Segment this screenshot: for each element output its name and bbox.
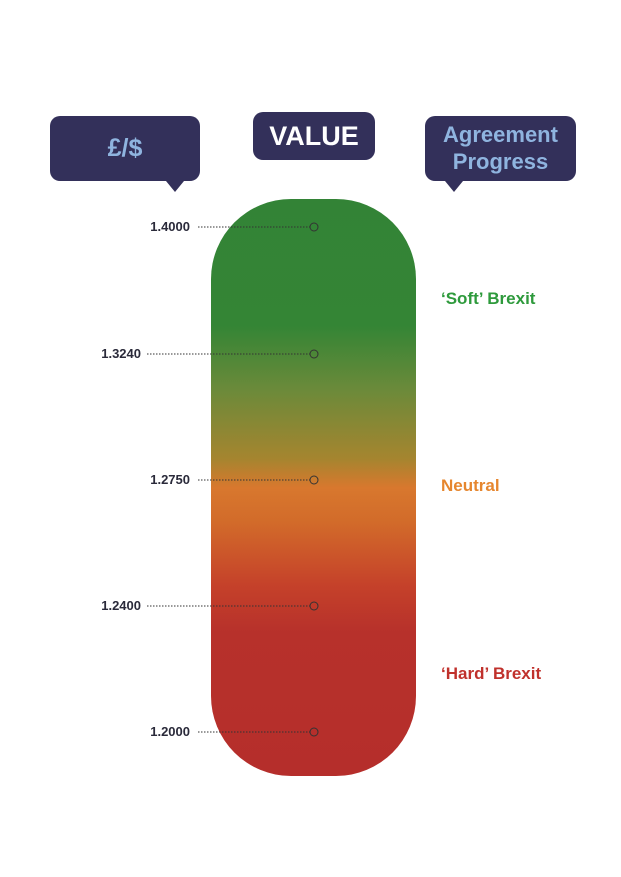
currency-header-tail [166,181,184,192]
tick-marker-5 [309,727,319,737]
value-gradient-bar [211,199,416,776]
tick-label-5: 1.2000 [150,724,190,739]
agreement-header-label: Agreement Progress [443,122,558,174]
tick-label-4: 1.2400 [101,598,141,613]
tick-marker-2 [309,349,319,359]
zone-label-hard: ‘Hard’ Brexit [441,664,542,683]
currency-header-label: £/$ [107,134,143,162]
value-header-label: VALUE [269,120,359,151]
tick-marker-4 [309,601,319,611]
zone-label-soft: ‘Soft’ Brexit [441,289,536,308]
agreement-header-tail [445,181,463,192]
currency-header: £/$ [50,116,200,192]
tick-marker-1 [309,222,319,232]
tick-marker-3 [309,475,319,485]
tick-label-2: 1.3240 [101,346,141,361]
tick-label-1: 1.4000 [150,219,190,234]
agreement-header: Agreement Progress [425,116,576,192]
value-header: VALUE [253,112,375,160]
zone-label-neutral: Neutral [441,476,500,495]
tick-label-3: 1.2750 [150,472,190,487]
